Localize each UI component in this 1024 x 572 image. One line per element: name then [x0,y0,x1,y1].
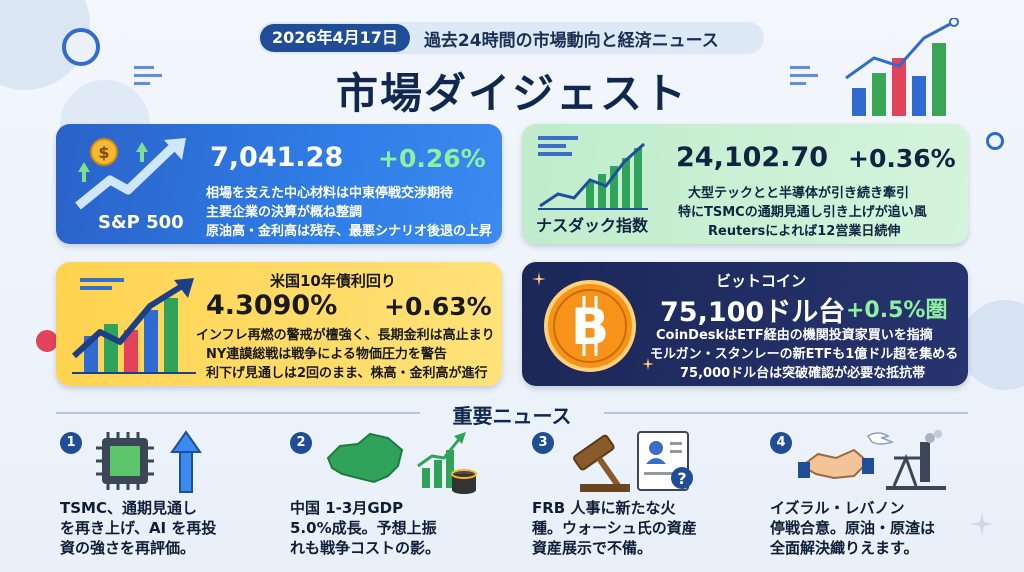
bg-decor-circle [36,330,58,352]
nasdaq-change: +0.36% [848,144,956,173]
sp500-line-3: 原油高・金利高は残存、最悪シナリオ後退の上昇 [206,224,493,239]
bitcoin-card: B ビットコイン 75,100ドル台 +0.5%圏 CoinDeskはETF経由… [522,262,968,386]
nasdaq-line-2: 特にTSMCの通期見通し引き上げが追い風 [678,205,927,220]
bond-heading: 米国10年債利回り [270,272,396,290]
svg-text:B: B [571,298,609,356]
svg-text:?: ? [677,469,686,488]
news-number: 2 [290,432,312,454]
nasdaq-line-3: Reutersによれば12営業日続伸 [708,224,901,239]
bitcoin-icon: B [544,280,636,372]
bond-line-1: インフレ再燃の警戒が檀強く、長期金利は高止まり [196,328,495,343]
bond-line-3: 利下げ見通しは2回のまま、株高・金利高が進行 [206,366,488,381]
news-text: TSMC、通期見通し を再き上げ、AI を再投 資の強さを再評価。 [60,499,217,557]
news-number: 3 [532,432,554,454]
nasdaq-line-1: 大型テックとと半導体が引き続き牽引 [688,186,910,201]
nasdaq-card: ナスダック指数 24,102.70 +0.36% 大型テックとと半導体が引き続き… [522,124,968,244]
sp500-change: +0.26% [378,144,486,173]
header-pill: 2026年4月17日 過去24時間の市場動向と経済ニュース [258,22,764,54]
news-text: 中国 1-3月GDP 5.0%成長。予想上振 れも戦争コストの影。 [290,499,441,557]
bg-decor-circle [62,28,100,66]
rising-arrow-chart-icon: $ [75,138,186,210]
page-title: 市場ダイジェスト [335,69,688,118]
bg-list-icon [790,66,818,85]
news-section-title: 重要ニュース [452,404,572,428]
bitcoin-line-3: 75,000ドル台は突破確認が必要な抵抗帯 [680,366,926,381]
news-number: 4 [770,432,792,454]
date-badge: 2026年4月17日 [260,24,410,52]
sparkle-icon [642,358,654,370]
nasdaq-label: ナスダック指数 [536,216,649,235]
sparkle-icon [970,512,994,536]
header-subtitle: 過去24時間の市場動向と経済ニュース [423,30,719,51]
line-bar-chart-icon [538,136,648,210]
bond-yield-card: 米国10年債利回り 4.3090% +0.63% インフレ再燃の警戒が檀強く、長… [56,262,502,386]
bitcoin-heading: ビットコイン [716,272,807,290]
section-divider [604,412,968,414]
section-divider [56,412,420,414]
china-map-growth-icon [326,432,477,494]
sp500-line-2: 主要企業の決算が概ね整調 [206,205,363,220]
nasdaq-value: 24,102.70 [676,142,829,173]
news-item-3[interactable]: 3 ? FRB 人事に新たな火 種。ウォーシュ氏の資産 資産展示で不備。 [530,428,760,568]
bg-decor-circle [960,300,1024,390]
news-text: FRB 人事に新たな火 種。ウォーシュ氏の資産 資産展示で不備。 [532,499,697,557]
news-item-2[interactable]: 2 中国 1-3月GDP 5.0%成長。予想上振 れも戦争コストの影。 [288,428,518,568]
bg-decor-circle [986,132,1004,150]
bg-list-icon [134,66,162,85]
bond-change: +0.63% [384,292,492,321]
news-item-1[interactable]: 1 TSMC、通期見通し を再き上げ、AI を再投 資の強さを再評価。 [58,428,288,568]
bond-value: 4.3090% [206,290,338,321]
bitcoin-change: +0.5%圏 [846,298,948,323]
news-item-4[interactable]: 4 イズラル・レバノン 停戦合意。原油・原渣は 全面解決織りえます。 [768,428,998,568]
bitcoin-line-2: モルガン・スタンレーの新ETFも1億ドル超を集める [650,347,959,362]
news-text: イズラル・レバノン 停戦合意。原油・原渣は 全面解決織りえます。 [770,499,936,557]
bitcoin-line-1: CoinDeskはETF経由の機関投資家買いを指摘 [656,328,933,343]
sp500-label: S&P 500 [98,212,184,233]
gavel-document-icon: ? [572,431,693,492]
sparkle-icon [532,272,546,286]
news-number: 1 [60,432,82,454]
svg-text:$: $ [98,143,109,162]
bg-bar-chart-icon [845,18,959,116]
rising-bar-chart-icon [71,278,196,374]
sp500-value: 7,041.28 [210,142,344,173]
handshake-dove-icon [798,430,946,490]
sp500-line-1: 相場を支えた中心材料は中東停戦交渉期待 [206,186,454,201]
bitcoin-value: 75,100ドル台 [660,297,846,328]
chip-up-arrow-icon [96,430,202,493]
bond-line-2: NY連謨総戦は戦争による物価圧力を警告 [206,347,447,362]
sp500-card: $ S&P 500 7,041.28 +0.26% 相場を支えた中心材料は中東停… [56,124,502,244]
